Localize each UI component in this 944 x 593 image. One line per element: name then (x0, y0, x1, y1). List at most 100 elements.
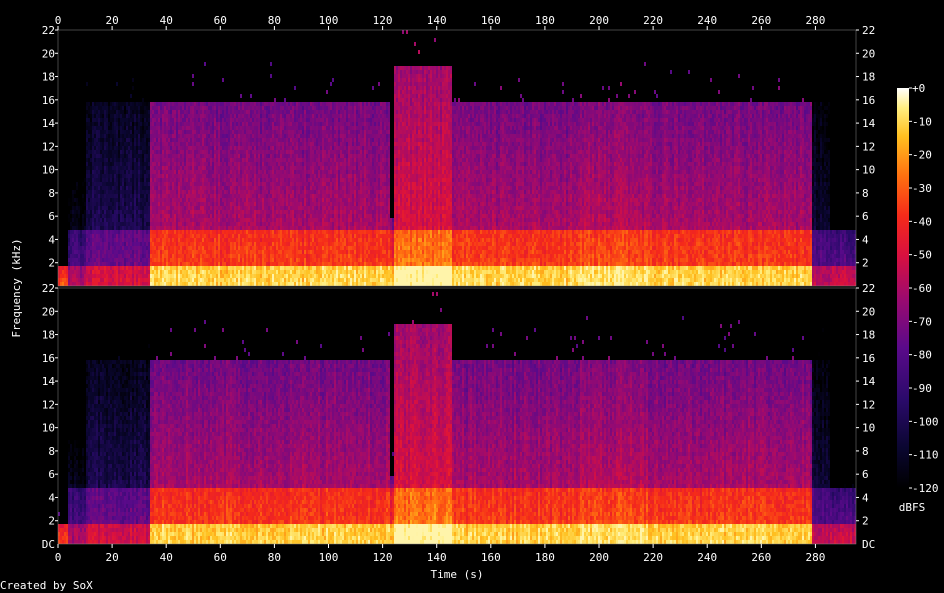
spectrogram-cell (208, 246, 210, 250)
spectrogram-cell (140, 274, 142, 278)
spectrogram-cell (102, 274, 104, 278)
spectrogram-cell (214, 246, 216, 250)
spectrogram-cell (156, 258, 158, 262)
spectrogram-cell (188, 154, 190, 158)
spectrogram-cell (152, 150, 154, 154)
spectrogram-cell (186, 242, 188, 246)
spectrogram-cell (232, 234, 234, 238)
spectrogram-cell (192, 270, 194, 274)
spectrogram-cell (190, 134, 192, 138)
spectrogram-cell (98, 178, 100, 182)
spectrogram-cell (190, 274, 192, 278)
spectrogram-cell (214, 238, 216, 242)
spectrogram-cell (218, 150, 220, 154)
spectrogram-cell (102, 150, 104, 154)
spectrogram-cell (206, 114, 208, 118)
spectrogram-cell (138, 158, 140, 162)
spectrogram-cell (142, 230, 144, 234)
spectrogram-cell (152, 102, 154, 106)
spectrogram-cell (140, 270, 142, 274)
spectrogram-cell (130, 134, 132, 138)
spectrogram-cell (222, 130, 224, 134)
spectrogram-cell (254, 178, 256, 182)
spectrogram-cell (232, 178, 234, 182)
spectrogram-cell (138, 278, 140, 282)
spectrogram-cell (128, 214, 130, 218)
spectrogram-cell (140, 154, 142, 158)
spectrogram-cell (112, 202, 114, 206)
spectrogram-cell (134, 126, 136, 130)
spectrogram-cell (122, 186, 124, 190)
spectrogram-cell (72, 258, 74, 262)
spectrogram-cell (270, 266, 272, 270)
spectrogram-cell (72, 274, 74, 278)
spectrogram-cell (230, 182, 232, 186)
spectrogram-cell (144, 206, 146, 210)
spectrogram-cell (192, 250, 194, 254)
spectrogram-cell (266, 282, 268, 286)
spectrogram-cell (140, 266, 142, 270)
spectrogram-cell (222, 222, 224, 226)
spectrogram-cell (190, 234, 192, 238)
spectrogram-cell (122, 162, 124, 166)
spectrogram-cell (84, 202, 86, 206)
spectrogram-cell (252, 134, 254, 138)
spectrogram-cell (266, 102, 268, 106)
spectrogram-cell (254, 106, 256, 110)
spectrogram-cell (214, 218, 216, 222)
spectrogram-cell (274, 166, 276, 170)
spectrogram-cell (98, 254, 100, 258)
spectrogram-cell (222, 202, 224, 206)
spectrogram-cell (252, 214, 254, 218)
spectrogram-cell (202, 158, 204, 162)
spectrogram-cell (118, 198, 120, 202)
spectrogram-cell (274, 246, 276, 250)
spectrogram-cell (160, 202, 162, 206)
spectrogram-cell (126, 270, 128, 274)
spectrogram-cell (212, 186, 214, 190)
spectrogram-cell (220, 266, 222, 270)
spectrogram-cell (168, 134, 170, 138)
spectrogram-cell (118, 166, 120, 170)
spectrogram-cell (174, 182, 176, 186)
spectrogram-cell (214, 134, 216, 138)
spectrogram-cell (156, 222, 158, 226)
spectrogram-cell (126, 162, 128, 166)
spectrogram-cell (66, 270, 68, 274)
spectrogram-cell (154, 110, 156, 114)
spectrogram-cell (166, 214, 168, 218)
spectrogram-cell (168, 182, 170, 186)
spectrogram-cell (154, 114, 156, 118)
spectrogram-cell (100, 282, 102, 286)
spectrogram-cell (136, 110, 138, 114)
spectrogram-cell (180, 222, 182, 226)
spectrogram-cell (200, 270, 202, 274)
spectrogram-cell (200, 258, 202, 262)
spectrogram-cell (248, 182, 250, 186)
spectrogram-cell (156, 282, 158, 286)
spectrogram-cell (186, 166, 188, 170)
spectrogram-cell (106, 270, 108, 274)
spectrogram-cell (224, 178, 226, 182)
spectrogram-cell (156, 242, 158, 246)
spectrogram-cell (160, 186, 162, 190)
spectrogram-cell (250, 118, 252, 122)
spectrogram-cell (98, 126, 100, 130)
spectrogram-cell (242, 110, 244, 114)
spectrogram-cell (148, 170, 150, 174)
spectrogram-cell (102, 170, 104, 174)
spectrogram-cell (238, 254, 240, 258)
spectrogram-cell (240, 278, 242, 282)
spectrogram-cell (236, 210, 238, 214)
spectrogram-cell (92, 106, 94, 110)
spectrogram-cell (238, 190, 240, 194)
spectrogram-cell (98, 230, 100, 234)
spectrogram-cell (224, 142, 226, 146)
spectrogram-cell (266, 174, 268, 178)
spectrogram-cell (154, 234, 156, 238)
spectrogram-cell (262, 122, 264, 126)
spectrogram-cell (172, 178, 174, 182)
spectrogram-cell (174, 154, 176, 158)
spectrogram-cell (222, 206, 224, 210)
spectrogram-cell (94, 182, 96, 186)
